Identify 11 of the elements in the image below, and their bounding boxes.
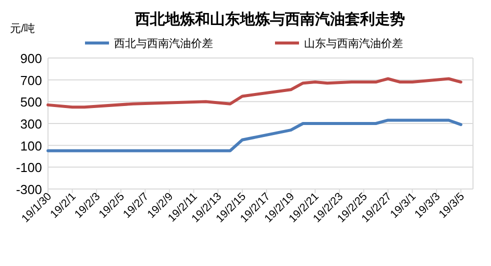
y-tick-label: 500 xyxy=(20,94,42,110)
legend-label: 山东与西南汽油价差 xyxy=(304,37,403,50)
y-axis-title: 元/吨 xyxy=(10,22,36,35)
legend-label: 西北与西南汽油价差 xyxy=(114,37,213,50)
y-tick-label: 300 xyxy=(20,116,42,132)
y-tick-label: 700 xyxy=(20,72,42,88)
y-tick-label: 100 xyxy=(20,138,42,154)
y-tick-label: -300 xyxy=(16,182,42,197)
y-tick-label: -100 xyxy=(16,160,42,176)
y-tick-label: 900 xyxy=(20,51,42,66)
chart-title: 西北地炼和山东地炼与西南汽油套利走势 xyxy=(134,10,405,28)
